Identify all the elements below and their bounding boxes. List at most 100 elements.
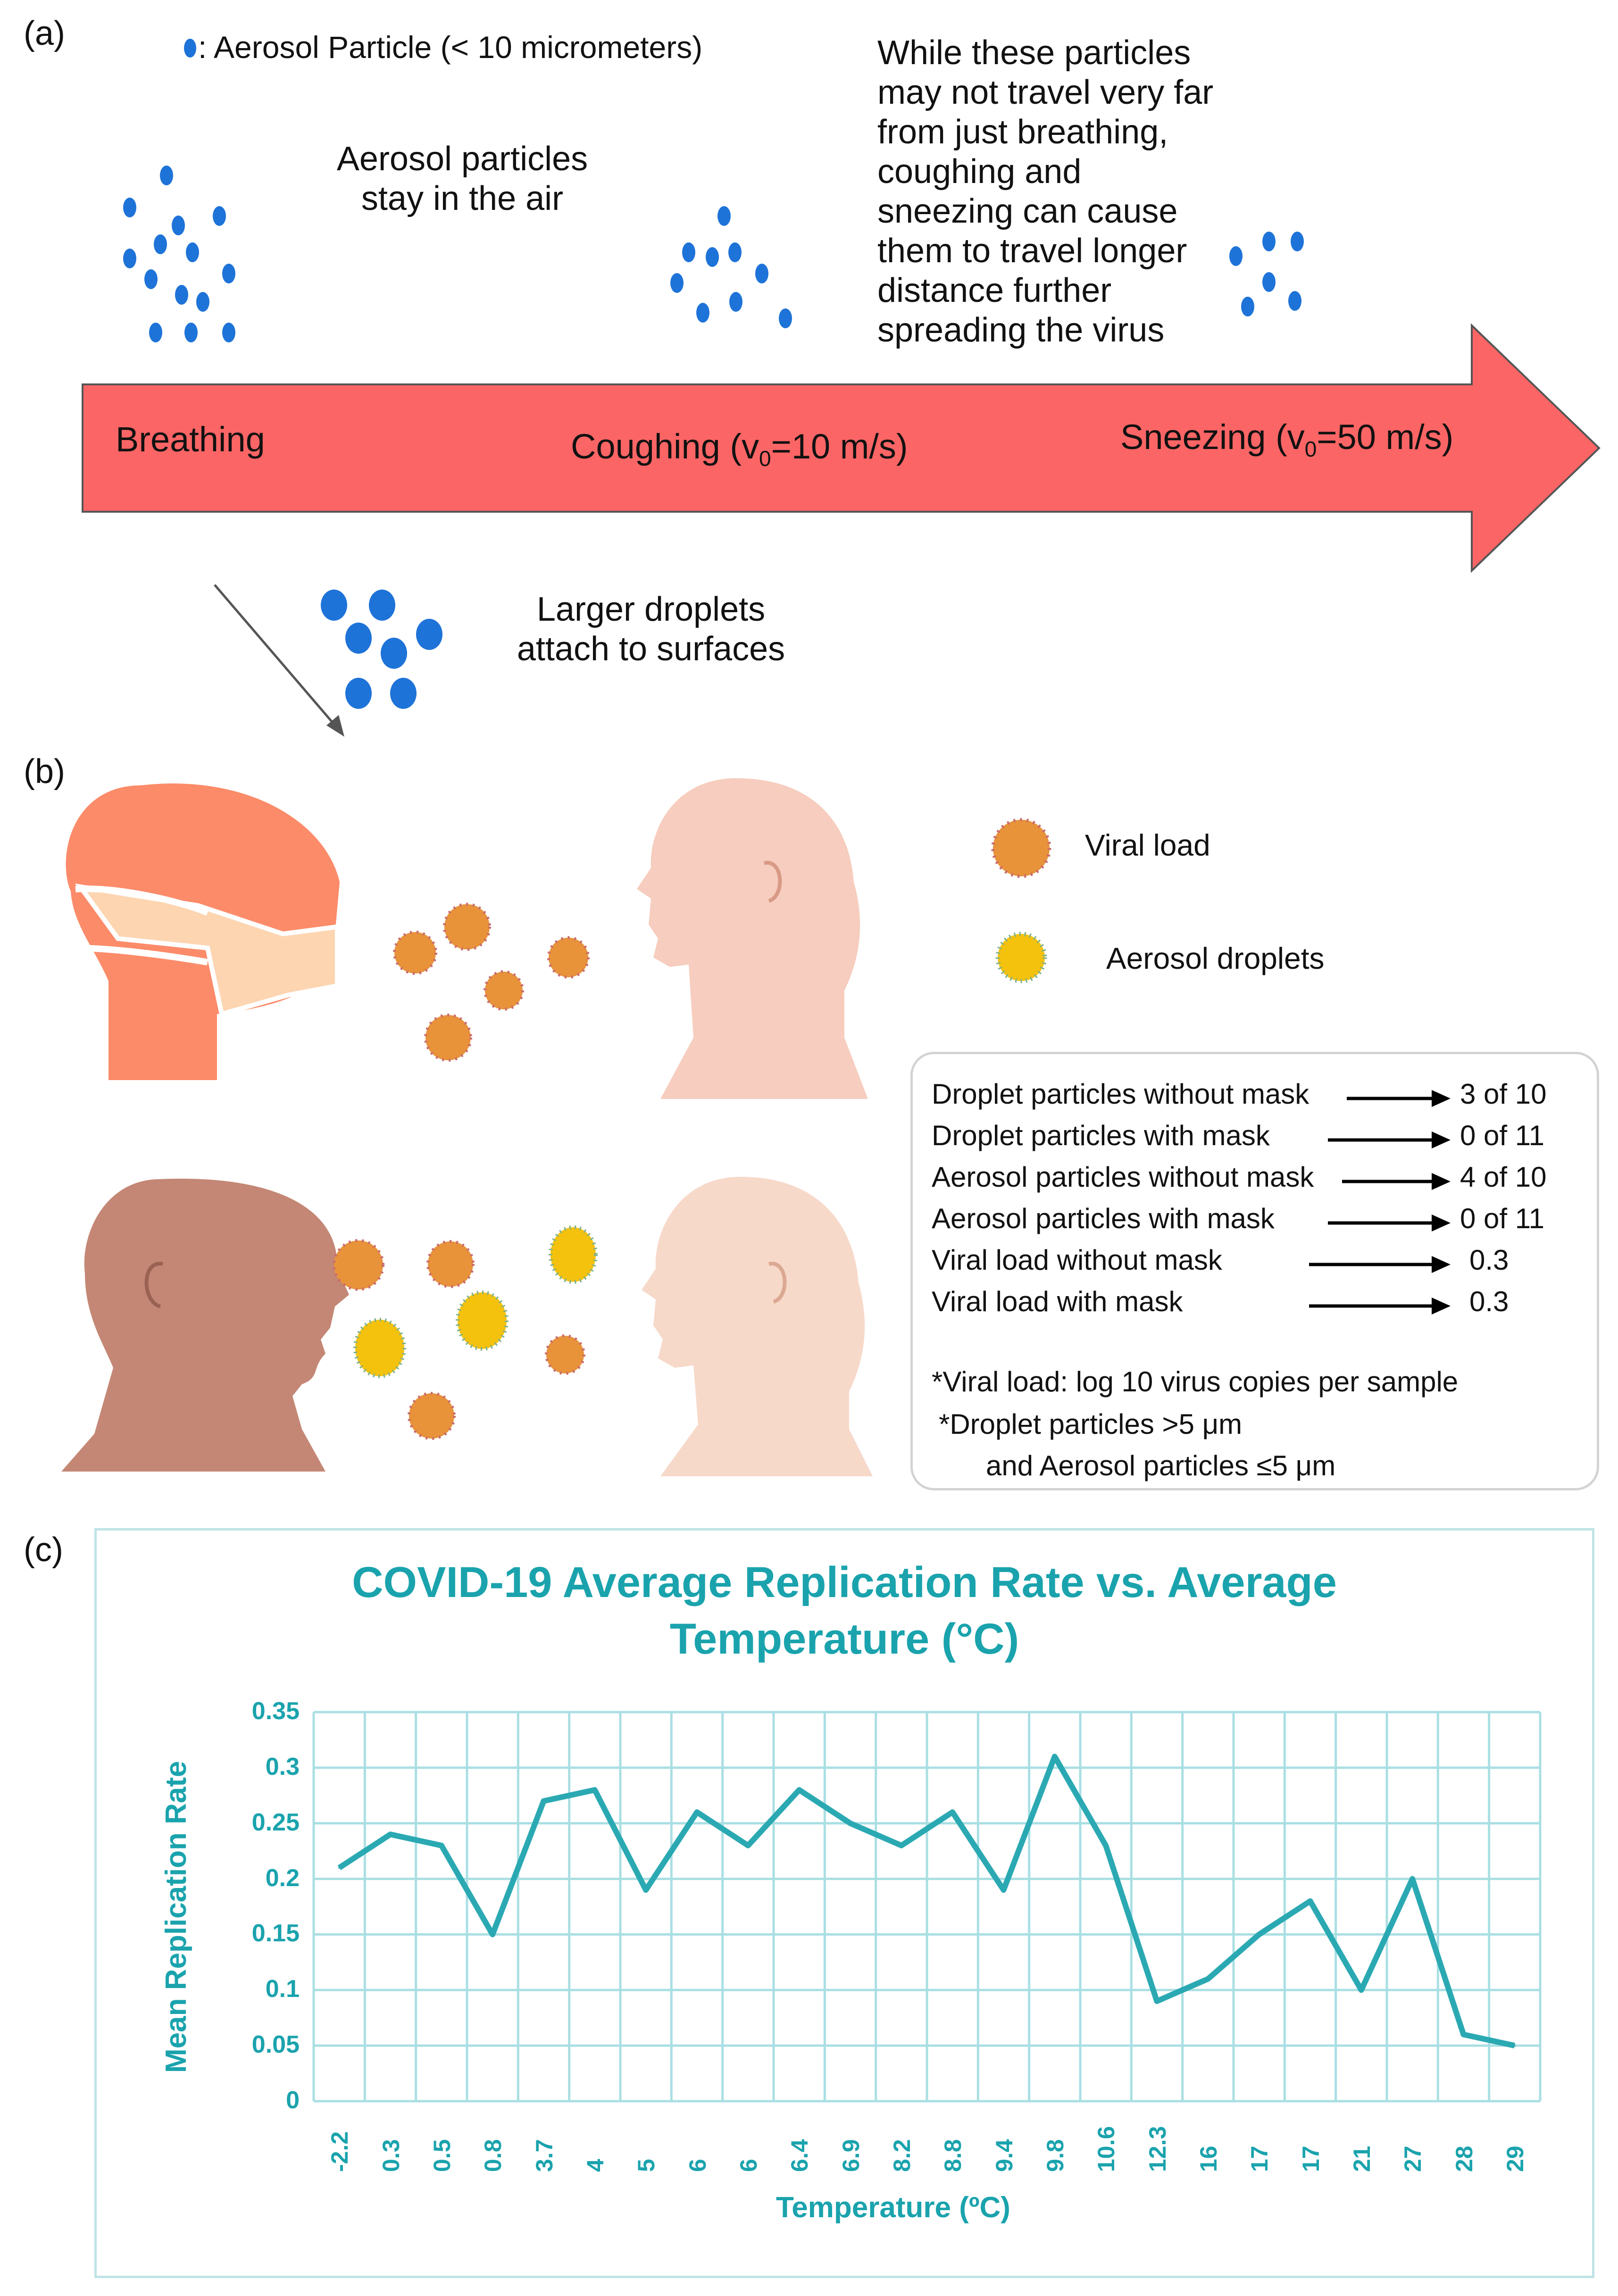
droplet-note-line-1: Larger droplets (536, 591, 766, 628)
x-tick-label: 27 (1400, 2146, 1426, 2172)
chart-title-line-1: COVID-19 Average Replication Rate vs. Av… (352, 1558, 1337, 1606)
stage-sneezing-prefix: Sneezing (v (1120, 417, 1305, 457)
legend-aerosol-icon (995, 932, 1047, 983)
x-tick-label: 21 (1348, 2146, 1375, 2172)
stage-breathing: Breathing (116, 420, 265, 459)
panel-label-b: (b) (24, 753, 65, 790)
travel-note-line: distance further (877, 272, 1112, 309)
breathing-particle-cluster (123, 166, 235, 342)
droplet-fall-arrow (214, 584, 337, 727)
droplet-note: Larger droplets attach to surfaces (495, 590, 807, 669)
result-arrow (1342, 1173, 1451, 1190)
viral-load-particles-bottom (333, 1239, 585, 1440)
sneezing-particle-cluster (1229, 232, 1304, 316)
y-tick-label: 0.1 (265, 1975, 300, 2003)
result-arrow (1347, 1090, 1451, 1107)
stage-sneezing-sub: 0 (1304, 436, 1317, 461)
x-tick-label: 29 (1501, 2146, 1528, 2172)
footnote-viral-load: *Viral load: log 10 virus copies per sam… (932, 1366, 1459, 1398)
x-tick-label: 4 (582, 2159, 609, 2172)
receiver-person-bottom-illustration (642, 1177, 873, 1476)
aerosol-note-line-2: stay in the air (361, 180, 564, 217)
chart-title-line-2: Temperature (°C) (669, 1615, 1019, 1663)
x-tick-label: 28 (1451, 2146, 1477, 2172)
x-tick-label: 6.4 (786, 2139, 813, 2172)
stage-coughing: Coughing (v0=10 m/s) (571, 427, 908, 478)
result-label: Aerosol particles without mask (932, 1161, 1314, 1193)
result-label: Droplet particles without mask (932, 1078, 1309, 1110)
result-value: 3 of 10 (1460, 1078, 1547, 1110)
x-tick-label: 16 (1195, 2146, 1222, 2172)
x-tick-label: 8.2 (888, 2139, 915, 2172)
x-tick-label: 9.8 (1042, 2139, 1068, 2172)
timeline-arrow (82, 323, 1601, 573)
x-tick-label: 6 (735, 2159, 762, 2172)
coughing-particle-cluster (670, 206, 792, 328)
droplet-note-line-2: attach to surfaces (517, 630, 785, 668)
x-tick-label: 10.6 (1093, 2126, 1120, 2172)
travel-note: While these particles may not travel very… (877, 33, 1213, 350)
x-tick-label: 0.5 (428, 2139, 455, 2172)
travel-note-line: While these particles (877, 34, 1191, 72)
stage-sneezing: Sneezing (v0=50 m/s) (1120, 417, 1453, 469)
stage-coughing-suffix: =10 m/s) (771, 427, 908, 466)
x-axis-label: Temperature (ºC) (776, 2191, 1010, 2224)
aerosol-note: Aerosol particles stay in the air (330, 139, 594, 218)
result-value: 0.3 (1469, 1286, 1509, 1317)
stage-coughing-sub: 0 (759, 446, 771, 471)
result-label: Viral load with mask (932, 1286, 1183, 1317)
masked-person-illustration (66, 783, 340, 1080)
result-arrow (1328, 1215, 1451, 1231)
aerosol-droplets-bottom (353, 1225, 598, 1378)
result-label: Aerosol particles with mask (932, 1203, 1275, 1234)
travel-note-line: spreading the virus (877, 311, 1165, 349)
result-value: 0.3 (1469, 1244, 1509, 1276)
y-tick-label: 0.05 (251, 2031, 300, 2059)
x-tick-label: 0.3 (377, 2139, 404, 2172)
x-tick-label: 9.4 (991, 2139, 1018, 2172)
travel-note-line: from just breathing, (877, 113, 1168, 151)
y-tick-label: 0.3 (265, 1753, 300, 1780)
x-tick-label: 8.8 (940, 2139, 967, 2172)
travel-note-line: coughing and (877, 153, 1082, 191)
x-tick-label: -2.2 (326, 2131, 353, 2172)
result-arrow (1309, 1298, 1451, 1314)
result-label: Viral load without mask (932, 1244, 1222, 1276)
y-tick-label: 0.15 (251, 1920, 300, 1947)
viral-load-particles-top (393, 903, 590, 1062)
travel-note-line: may not travel very far (877, 74, 1214, 111)
panel-label-c: (c) (24, 1531, 63, 1569)
footnote-aerosol: and Aerosol particles ≤5 μm (986, 1450, 1336, 1481)
y-tick-label: 0.25 (251, 1808, 300, 1836)
y-tick-label: 0.2 (265, 1864, 300, 1892)
legend-particle-icon (184, 39, 196, 58)
source-person-bottom-illustration (61, 1179, 349, 1472)
stage-sneezing-suffix: =50 m/s) (1317, 417, 1454, 457)
result-arrow (1328, 1131, 1451, 1148)
receiver-person-top-illustration (637, 778, 868, 1099)
aerosol-note-line-1: Aerosol particles (336, 140, 588, 178)
footnote-droplet: *Droplet particles >5 μm (939, 1408, 1243, 1440)
x-tick-label: 12.3 (1144, 2126, 1171, 2172)
x-tick-label: 17 (1246, 2146, 1273, 2172)
x-tick-label: 0.8 (480, 2139, 507, 2172)
result-label: Droplet particles with mask (932, 1120, 1270, 1151)
travel-note-line: them to travel longer (877, 232, 1187, 270)
stage-coughing-prefix: Coughing (v (571, 427, 759, 466)
results-box: Droplet particles without mask 3 of 10 Dro… (910, 1052, 1599, 1490)
result-value: 0 of 11 (1460, 1120, 1545, 1151)
aerosol-legend-text: : Aerosol Particle (< 10 micrometers) (198, 30, 703, 65)
y-tick-label: 0.35 (251, 1697, 300, 1725)
y-tick-label: 0 (286, 2087, 300, 2114)
result-value: 4 of 10 (1460, 1161, 1547, 1193)
result-value: 0 of 11 (1460, 1203, 1545, 1234)
x-tick-label: 6 (684, 2159, 711, 2172)
legend-viral-load-icon (991, 818, 1051, 878)
x-tick-label: 5 (633, 2159, 660, 2172)
travel-note-line: sneezing can cause (877, 192, 1178, 230)
x-tick-label: 3.7 (531, 2139, 558, 2172)
legend-aerosol-label: Aerosol droplets (1106, 941, 1325, 975)
y-axis-label: Mean Replication Rate (160, 1761, 192, 2073)
large-droplet-cluster (321, 590, 442, 709)
